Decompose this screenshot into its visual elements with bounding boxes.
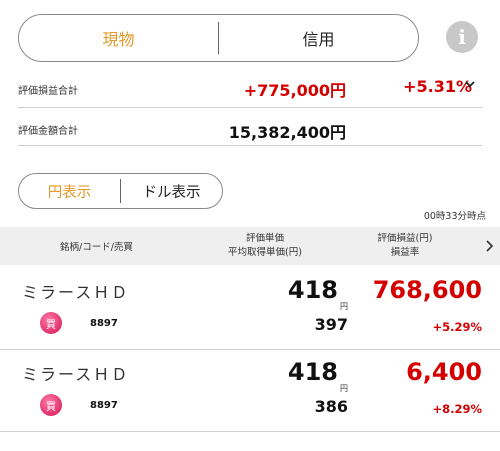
chevron-down-icon[interactable] bbox=[464, 78, 476, 90]
header-price: 評価単価 平均取得単価(円) bbox=[215, 232, 315, 260]
as-of-time: 00時33分時点 bbox=[423, 211, 486, 222]
unrealized-pl: 6,400 bbox=[406, 358, 482, 386]
total-value-row: 評価金額合計 15,382,400円 bbox=[18, 108, 482, 146]
table-header: 銘柄/コード/売買 評価単価 平均取得単価(円) 評価損益(円) 損益率 bbox=[0, 227, 500, 265]
yen-unit: 円 bbox=[340, 302, 348, 311]
current-price: 418 bbox=[287, 276, 338, 304]
stock-code: 8897 bbox=[90, 318, 118, 329]
pl-rate: +8.29% bbox=[432, 402, 482, 416]
header-pl-line1: 評価損益(円) bbox=[377, 233, 433, 244]
yen-unit: 円 bbox=[340, 384, 348, 393]
tab-spot[interactable]: 現物 bbox=[102, 30, 135, 49]
avg-cost: 386 bbox=[314, 397, 348, 416]
info-icon[interactable]: i bbox=[446, 21, 478, 53]
tab-dollar-display[interactable]: ドル表示 bbox=[142, 184, 201, 201]
account-type-toggle: 現物 信用 bbox=[18, 14, 419, 62]
pl-rate: +5.29% bbox=[432, 320, 482, 334]
unrealized-pl: 768,600 bbox=[372, 276, 482, 304]
toggle-divider bbox=[120, 179, 121, 203]
header-pl-line2: 損益率 bbox=[390, 247, 420, 258]
stock-code: 8897 bbox=[90, 400, 118, 411]
total-value-label: 評価金額合計 bbox=[18, 126, 78, 137]
table-row[interactable]: ミラースＨＤ 買 8897 418 円 397 768,600 +5.29% bbox=[0, 268, 500, 350]
tab-yen-display[interactable]: 円表示 bbox=[47, 184, 92, 201]
total-pl-rate: +5.31% bbox=[403, 77, 472, 96]
chevron-right-icon[interactable] bbox=[484, 240, 494, 252]
buy-badge: 買 bbox=[40, 394, 62, 416]
stock-name: ミラースＨＤ bbox=[22, 283, 130, 302]
table-row[interactable]: ミラースＨＤ 買 8897 418 円 386 6,400 +8.29% bbox=[0, 350, 500, 432]
stock-name: ミラースＨＤ bbox=[22, 365, 130, 384]
toggle-divider bbox=[218, 22, 219, 54]
buy-badge: 買 bbox=[40, 312, 62, 334]
total-pl-amount: +775,000円 bbox=[243, 81, 346, 100]
header-name-code-side: 銘柄/コード/売買 bbox=[60, 242, 133, 253]
tab-margin[interactable]: 信用 bbox=[302, 30, 335, 49]
total-pl-row: 評価損益合計 +775,000円 +5.31% bbox=[18, 70, 482, 108]
header-pl: 評価損益(円) 損益率 bbox=[355, 232, 455, 260]
total-pl-label: 評価損益合計 bbox=[18, 86, 78, 97]
currency-toggle: 円表示 ドル表示 bbox=[18, 173, 223, 209]
total-value-amount: 15,382,400円 bbox=[228, 123, 346, 142]
header-price-line2: 平均取得単価(円) bbox=[228, 247, 302, 258]
header-price-line1: 評価単価 bbox=[245, 233, 284, 244]
current-price: 418 bbox=[287, 358, 338, 386]
avg-cost: 397 bbox=[314, 315, 348, 334]
